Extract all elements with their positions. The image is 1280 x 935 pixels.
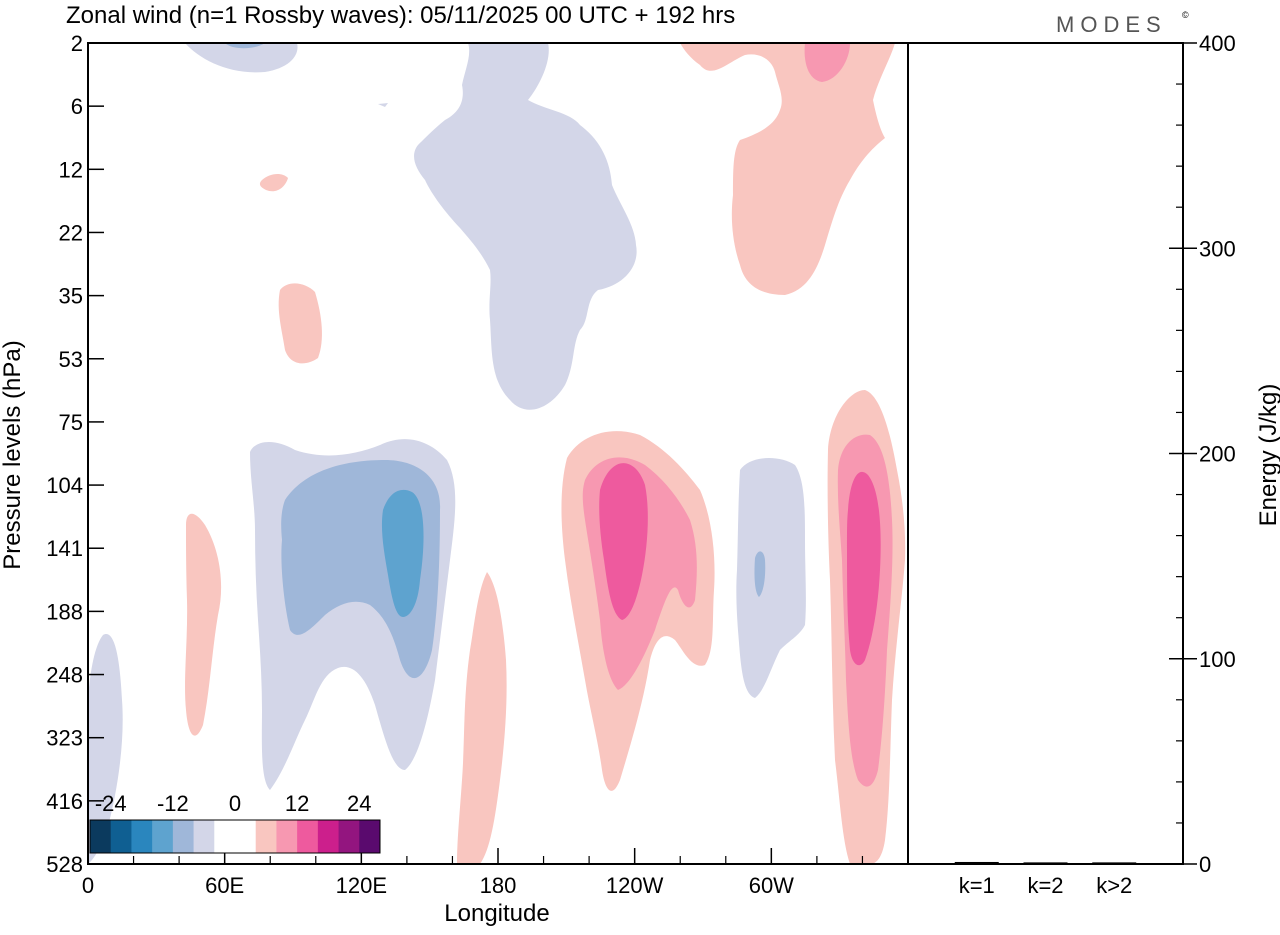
contour-field [88, 43, 906, 864]
x-tick-label: 60W [749, 873, 794, 898]
x-axis-title: Longitude [444, 900, 549, 927]
y-tick-label: 75 [59, 410, 83, 435]
contour-negative-60w [736, 458, 806, 698]
contour-positive-small-40e [278, 283, 322, 364]
y-tick-label: 528 [46, 852, 83, 877]
contour-negative-0 [88, 634, 123, 864]
contour-positive-180 [457, 572, 507, 864]
colorbar-swatch [255, 820, 277, 853]
y-tick-label: 104 [46, 473, 83, 498]
x-tick-label: 180 [480, 873, 517, 898]
contour-negative-120e [250, 439, 456, 790]
colorbar-label: -12 [157, 791, 189, 816]
colorbar-swatch [276, 820, 298, 853]
colorbar-swatch [131, 820, 153, 853]
x-tick-label: 60E [205, 873, 244, 898]
contour-negative-upper-dateline [414, 43, 637, 410]
colorbar-swatch [235, 820, 257, 853]
y-tick-label: 416 [46, 789, 83, 814]
colorbar-swatch [297, 820, 319, 853]
x-tick-label: 120W [606, 873, 664, 898]
energy-tick-label: 400 [1199, 31, 1236, 56]
y-tick-label: 22 [59, 220, 83, 245]
y-tick-label: 35 [59, 284, 83, 309]
y-tick-label: 188 [46, 599, 83, 624]
energy-frame [907, 42, 1184, 865]
y-tick-label: 2 [71, 31, 83, 56]
contour-positive-small-50e [259, 174, 288, 192]
contour-positive-upper-core [804, 43, 850, 82]
contour-positive-120w [561, 431, 715, 791]
colorbar-swatch [214, 820, 236, 853]
colorbar-label: 0 [229, 791, 241, 816]
colorbar-swatch [193, 820, 215, 853]
energy-tick-label: 0 [1199, 852, 1211, 877]
y-tick-label: 53 [59, 347, 83, 372]
y-tick-label: 141 [46, 536, 83, 561]
energy-tick-label: 300 [1199, 236, 1236, 261]
contour-positive-upper-60w [680, 43, 895, 295]
contour-positive-30w [827, 390, 906, 864]
logo-text: MODES [1056, 12, 1167, 37]
energy-bars: k=1 k=2 k>2 [954, 861, 1137, 898]
colorbar-swatch [152, 820, 174, 853]
energy-bar [1092, 862, 1137, 864]
energy-tick-label: 200 [1199, 442, 1236, 467]
chart-title: Zonal wind (n=1 Rossby waves): 05/11/202… [66, 2, 735, 29]
y-tick-label: 6 [71, 94, 83, 119]
energy-bar [954, 861, 999, 864]
colorbar-swatch [317, 820, 340, 853]
colorbar-swatch [110, 820, 132, 853]
energy-category-label: k=2 [1027, 873, 1063, 898]
colorbar-swatch [359, 820, 381, 853]
colorbar: -24 -12 0 12 24 [89, 791, 381, 854]
contour-positive-20e [185, 513, 222, 736]
y-tick-label: 248 [46, 663, 83, 688]
colorbar-label: 12 [285, 791, 309, 816]
energy-tick-label: 100 [1199, 647, 1236, 672]
colorbar-frame [89, 819, 381, 854]
modes-logo: MODES © [1056, 10, 1189, 37]
logo-mark: © [1182, 10, 1189, 20]
colorbar-swatch [90, 820, 112, 853]
colorbar-label: 24 [347, 791, 371, 816]
y-axis-title: Pressure levels (hPa) [0, 340, 26, 569]
energy-axis-title: Energy (J/kg) [1255, 384, 1280, 527]
contour-negative-top-60e [185, 43, 298, 73]
colorbar-swatch [338, 820, 360, 853]
x-tick-label: 120E [336, 873, 387, 898]
energy-category-label: k>2 [1096, 873, 1132, 898]
contour-negative-speck [378, 103, 388, 107]
colorbar-swatch [172, 820, 195, 853]
energy-bar [1023, 862, 1068, 864]
y-tick-label: 12 [59, 157, 83, 182]
y-tick-label: 323 [46, 726, 83, 751]
x-tick-label: 0 [82, 873, 94, 898]
energy-category-label: k=1 [959, 873, 995, 898]
colorbar-label: -24 [95, 791, 127, 816]
